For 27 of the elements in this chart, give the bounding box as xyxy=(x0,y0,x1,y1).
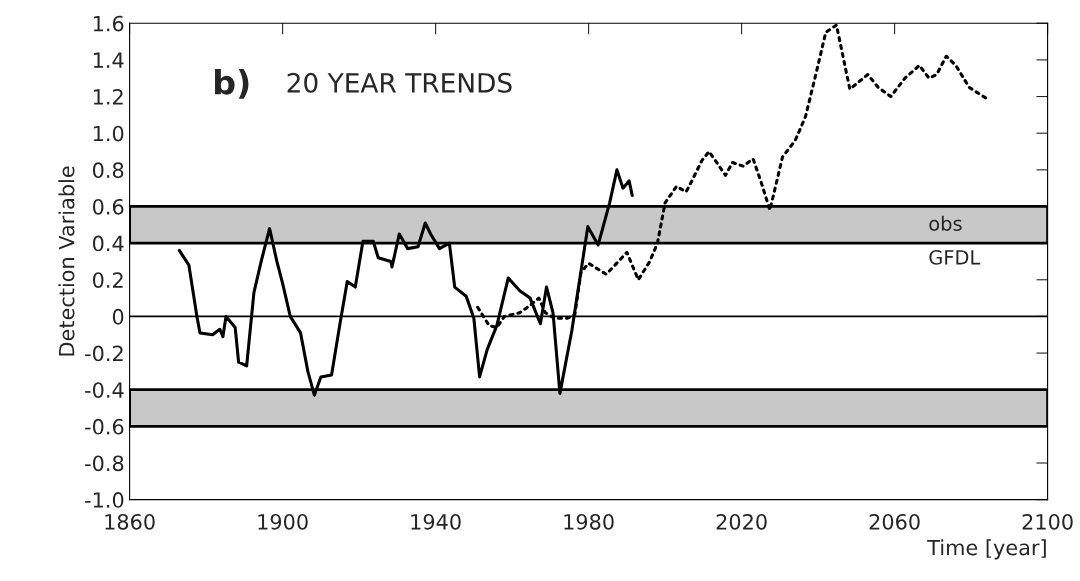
x-tick-label: 1860 xyxy=(105,513,155,530)
y-tick-label: 1.2 xyxy=(93,88,123,105)
x-tick-label: 1900 xyxy=(258,513,308,530)
y-axis-title: Detection Variable xyxy=(58,166,75,356)
y-tick-label: 1.6 xyxy=(93,15,124,32)
y-tick-label: 1.0 xyxy=(93,125,124,142)
x-tick-label: 1980 xyxy=(564,513,614,530)
x-tick-label: 2020 xyxy=(716,513,767,530)
y-tick-label: -0.4 xyxy=(85,382,124,398)
y-tick-label: -0.6 xyxy=(85,418,124,435)
text: 20 YEAR TRENDS xyxy=(287,72,512,93)
x-tick-label: 2100 xyxy=(1022,513,1073,530)
y-tick-label: -1.0 xyxy=(85,492,124,508)
y-tick-label: 0.8 xyxy=(92,162,124,179)
y-tick-label: 1.4 xyxy=(93,52,124,68)
text: b) xyxy=(215,69,249,99)
y-tick-label: -0.8 xyxy=(85,455,124,472)
y-tick-label: 0.4 xyxy=(92,235,124,252)
y-tick-label: 0.6 xyxy=(92,198,124,215)
y-tick-label: 0 xyxy=(112,308,124,325)
x-tick-label: 2060 xyxy=(869,513,920,530)
x-tick-label: 1940 xyxy=(411,513,461,530)
y-tick-label: 0.2 xyxy=(92,272,123,288)
y-tick-label: -0.2 xyxy=(85,345,123,362)
x-axis-title: Time [year] xyxy=(927,539,1046,560)
annotation: obs xyxy=(929,215,962,231)
annotation: GFDL xyxy=(929,250,981,265)
